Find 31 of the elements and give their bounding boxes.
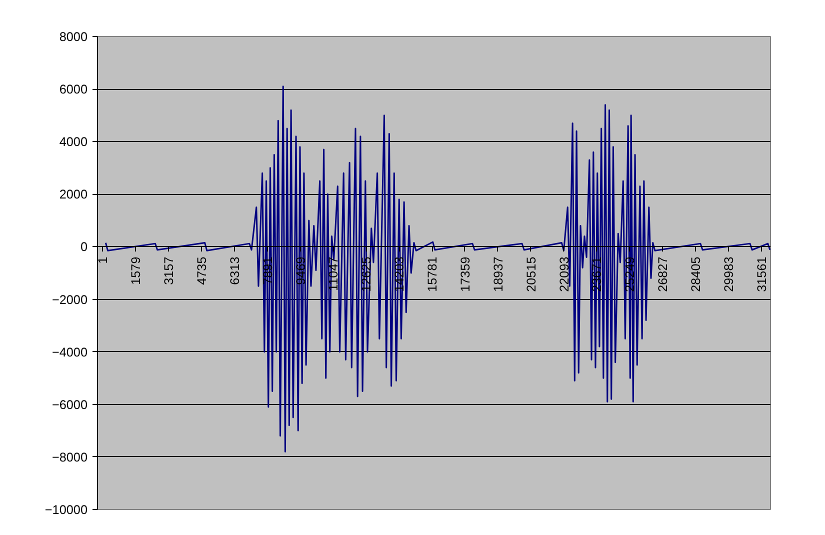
x-tick-label: 9469 <box>294 256 308 285</box>
y-tick-label: 2000 <box>59 188 88 202</box>
y-tick-label: −8000 <box>52 450 88 464</box>
x-tick-label: 25249 <box>623 256 638 292</box>
y-tick-label: −10000 <box>44 503 88 517</box>
x-tick-label: 17359 <box>458 256 472 292</box>
x-tick-label: 11047 <box>326 256 341 291</box>
y-tick-label: −2000 <box>52 292 88 307</box>
x-tick-label: 4735 <box>195 256 210 285</box>
x-tick-label: 1579 <box>129 256 144 285</box>
y-tick-label: 0 <box>80 240 88 254</box>
x-tick-label: 26827 <box>656 256 670 292</box>
y-tick-label: 6000 <box>59 82 88 97</box>
x-tick-label: 12625 <box>360 256 374 292</box>
x-tick-label: 23671 <box>590 256 604 292</box>
x-tick-label: 31561 <box>754 256 769 292</box>
x-tick-label: 28405 <box>688 256 703 292</box>
x-tick-label: 15781 <box>426 256 440 292</box>
x-tick-label: 1 <box>96 256 110 264</box>
x-tick-label: 22093 <box>557 256 572 292</box>
x-tick-label: 20515 <box>524 256 538 292</box>
x-tick-label: 29983 <box>722 256 736 292</box>
x-tick-label: 14203 <box>392 256 407 292</box>
y-tick-label: −4000 <box>52 345 88 360</box>
x-tick-label: 18937 <box>491 256 506 292</box>
y-tick-label: −6000 <box>52 398 88 412</box>
x-tick-label: 7891 <box>260 256 275 285</box>
y-tick-label: 4000 <box>59 135 88 150</box>
x-tick-label: 3157 <box>162 256 176 285</box>
y-tick-label: 8000 <box>59 30 88 44</box>
x-tick-label: 6313 <box>228 256 242 285</box>
